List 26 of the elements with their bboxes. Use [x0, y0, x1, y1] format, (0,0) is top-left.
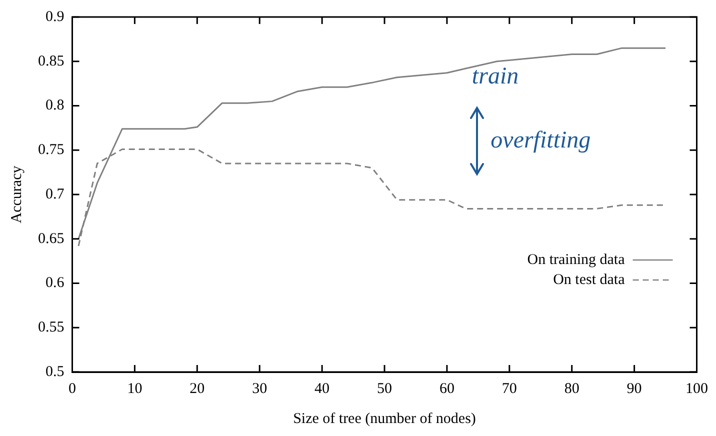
- x-tick-label: 80: [564, 380, 580, 397]
- x-tick-label: 100: [686, 380, 708, 397]
- x-tick-label: 0: [68, 380, 76, 397]
- x-tick-label: 10: [127, 380, 142, 397]
- legend-label: On test data: [553, 272, 626, 288]
- y-tick-label: 0.7: [46, 186, 65, 202]
- y-tick-label: 0.5: [46, 364, 64, 380]
- x-tick-label: 30: [252, 380, 268, 397]
- y-tick-label: 0.65: [38, 230, 64, 247]
- y-tick-label: 0.55: [38, 320, 64, 336]
- y-tick-label: 0.9: [46, 8, 64, 25]
- x-tick-label: 20: [190, 380, 205, 397]
- x-tick-label: 40: [314, 380, 330, 397]
- legend-label: On training data: [527, 252, 626, 268]
- x-tick-label: 70: [502, 380, 517, 397]
- y-tick-label: 0.6: [46, 275, 65, 292]
- x-tick-label: 60: [439, 380, 454, 397]
- annotation: overfitting: [490, 128, 591, 154]
- x-axis-title: Size of tree (number of nodes): [293, 410, 476, 427]
- x-tick-label: 50: [377, 380, 392, 397]
- annotation: train: [472, 64, 519, 90]
- y-tick-label: 0.75: [38, 142, 64, 158]
- y-axis-title: Accuracy: [8, 165, 25, 224]
- x-tick-label: 90: [626, 380, 642, 397]
- y-tick-label: 0.85: [38, 53, 64, 70]
- y-tick-label: 0.8: [46, 98, 64, 114]
